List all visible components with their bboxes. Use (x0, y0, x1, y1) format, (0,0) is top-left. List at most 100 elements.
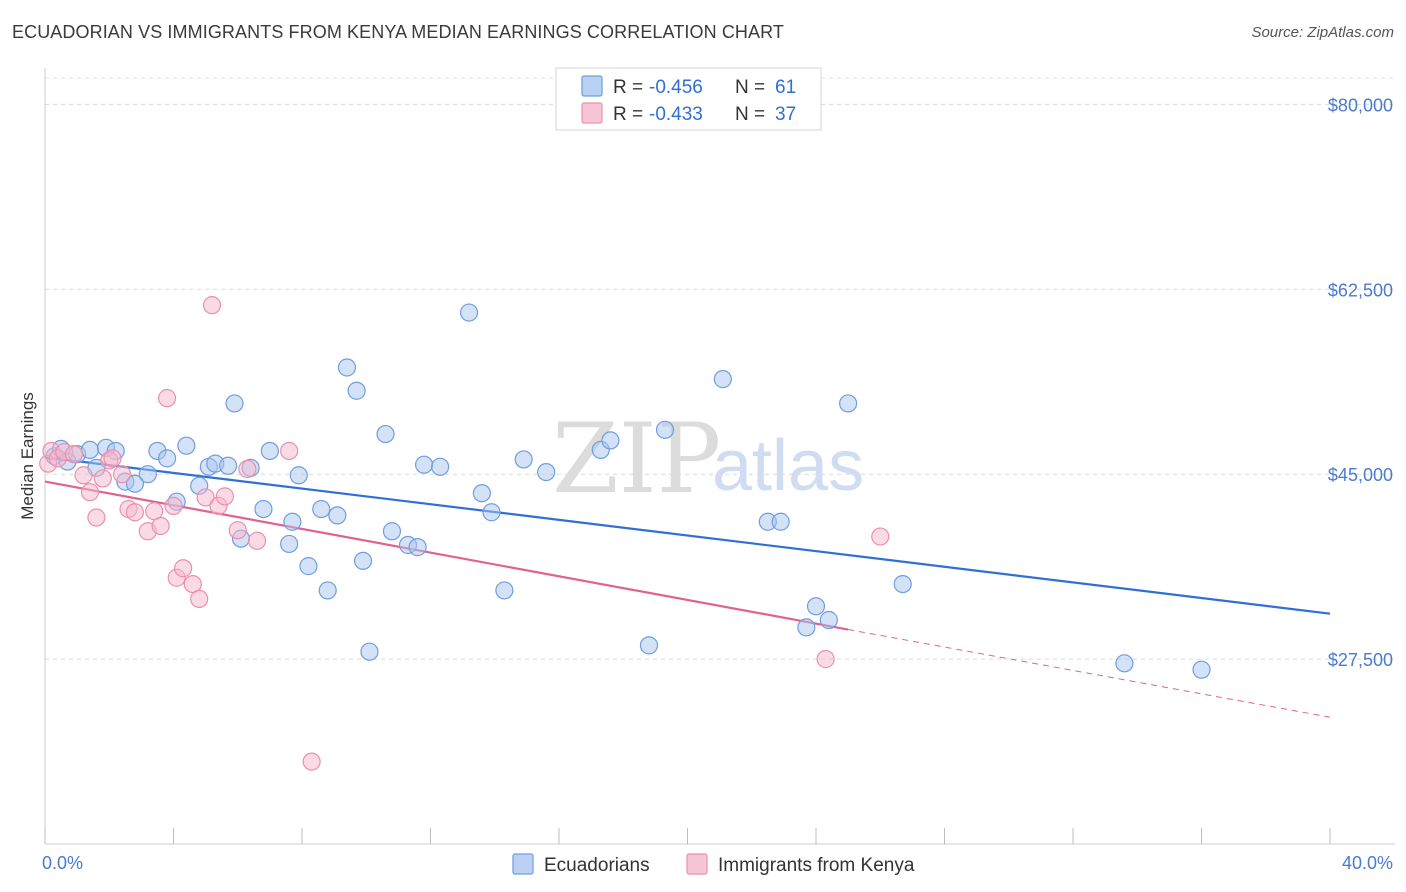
ecuadorians-point (514, 450, 533, 469)
ecuadorians-point (289, 466, 308, 485)
ecuadorians-point (360, 642, 379, 661)
x-tick-label-min: 0.0% (42, 853, 83, 873)
ecuadorians-point (254, 499, 273, 519)
ecuadorians-point (225, 394, 244, 413)
kenya-point (87, 508, 106, 527)
kenya-point (215, 487, 234, 506)
ecuadorians-point (280, 534, 299, 554)
legend-r-label: R = (613, 104, 643, 125)
kenya-point (64, 445, 84, 464)
watermark-zip: ZIP (552, 403, 721, 515)
ecuadorians-point (80, 440, 100, 460)
y-axis-label: Median Earnings (18, 392, 37, 520)
ecuadorians-point (347, 381, 366, 400)
ecuadorians-point (1192, 660, 1211, 679)
correlation-legend: R = -0.456 N = 61 R = -0.433 N = 37 (555, 67, 822, 131)
kenya-point (125, 503, 145, 522)
legend-swatch-kenya (581, 102, 603, 124)
kenya-point (302, 752, 321, 771)
legend-bottom-label-kenya: Immigrants from Kenya (718, 855, 915, 876)
kenya-point (93, 469, 112, 488)
ecuadorians-point (893, 574, 912, 594)
watermark-atlas: atlas (712, 426, 864, 506)
ecuadorians-point (1115, 654, 1134, 673)
ecuadorians-point (318, 581, 337, 600)
ecuadorians-point (299, 557, 318, 576)
ecuadorians-point (219, 456, 238, 475)
ecuadorians-point (353, 551, 373, 570)
ecuadorians-trend-line (44, 456, 1331, 615)
legend-bottom-label-ecuadorians: Ecuadorians (544, 855, 650, 876)
kenya-point (247, 531, 267, 550)
legend-r-value-kenya: -0.433 (649, 104, 703, 125)
ecuadorians-point (482, 503, 501, 522)
data-points (39, 296, 1211, 771)
kenya-point (174, 559, 193, 578)
y-tick-label: $80,000 (1328, 95, 1393, 115)
x-tick-labels: 0.0% 40.0% (42, 853, 1393, 873)
chart-title: ECUADORIAN VS IMMIGRANTS FROM KENYA MEDI… (12, 22, 784, 42)
ecuadorians-point (138, 465, 157, 484)
watermark: ZIP atlas (552, 403, 864, 515)
ecuadorians-point (472, 484, 491, 503)
ecuadorians-point (839, 394, 858, 413)
ecuadorians-point (312, 499, 331, 519)
ecuadorians-point (157, 449, 177, 468)
grid-lines (45, 77, 1395, 660)
legend-r-value-ecuadorians: -0.456 (649, 77, 703, 98)
ecuadorians-point (713, 370, 732, 389)
kenya-trend-line-extension (848, 629, 1331, 718)
ecuadorians-point (806, 597, 826, 616)
ecuadorians-point (639, 636, 659, 655)
kenya-point (238, 459, 257, 479)
source-credit: Source: ZipAtlas.com (1251, 24, 1394, 41)
kenya-point (112, 465, 132, 484)
kenya-point (80, 483, 100, 502)
ecuadorians-point (177, 436, 196, 455)
ecuadorians-point (328, 506, 347, 525)
ecuadorians-point (376, 424, 395, 444)
ecuadorians-point (459, 303, 479, 322)
legend-n-label: N = (735, 104, 765, 125)
series-legend: Ecuadorians Immigrants from Kenya (512, 853, 915, 876)
legend-n-value-ecuadorians: 61 (775, 77, 796, 98)
ecuadorians-point (337, 358, 357, 377)
ecuadorians-point (819, 610, 838, 630)
ecuadorians-point (283, 512, 302, 531)
ecuadorians-point (797, 618, 816, 637)
ecuadorians-point (431, 457, 450, 476)
kenya-point (871, 527, 890, 546)
kenya-point (151, 516, 170, 536)
kenya-point (103, 449, 122, 468)
kenya-point (196, 488, 215, 507)
ecuadorians-point (125, 474, 145, 493)
legend-bottom-swatch-kenya (686, 853, 708, 875)
y-tick-label: $27,500 (1328, 650, 1393, 670)
y-tick-label: $45,000 (1328, 465, 1393, 485)
legend-n-value-kenya: 37 (775, 104, 796, 125)
legend-r-label: R = (613, 77, 643, 98)
y-tick-labels: $80,000 $62,500 $45,000 $27,500 (1328, 95, 1393, 670)
legend-bottom-swatch-ecuadorians (512, 853, 534, 875)
ecuadorians-point (382, 522, 402, 541)
ecuadorians-point (655, 420, 675, 439)
legend-n-label: N = (735, 77, 765, 98)
kenya-point (202, 296, 222, 315)
kenya-point (157, 389, 177, 408)
ecuadorians-point (601, 431, 620, 450)
legend-swatch-ecuadorians (581, 75, 603, 97)
ecuadorians-point (408, 538, 427, 557)
kenya-point (190, 589, 209, 608)
kenya-point (164, 496, 183, 516)
ecuadorians-point (495, 581, 514, 600)
ecuadorians-point (771, 512, 790, 531)
ecuadorians-point (414, 455, 434, 474)
y-tick-label: $62,500 (1328, 280, 1393, 300)
kenya-point (280, 441, 299, 461)
ecuadorians-point (537, 462, 556, 482)
x-tick-label-max: 40.0% (1342, 853, 1393, 873)
kenya-point (228, 521, 247, 540)
kenya-point (74, 466, 93, 485)
ecuadorians-point (260, 441, 279, 461)
